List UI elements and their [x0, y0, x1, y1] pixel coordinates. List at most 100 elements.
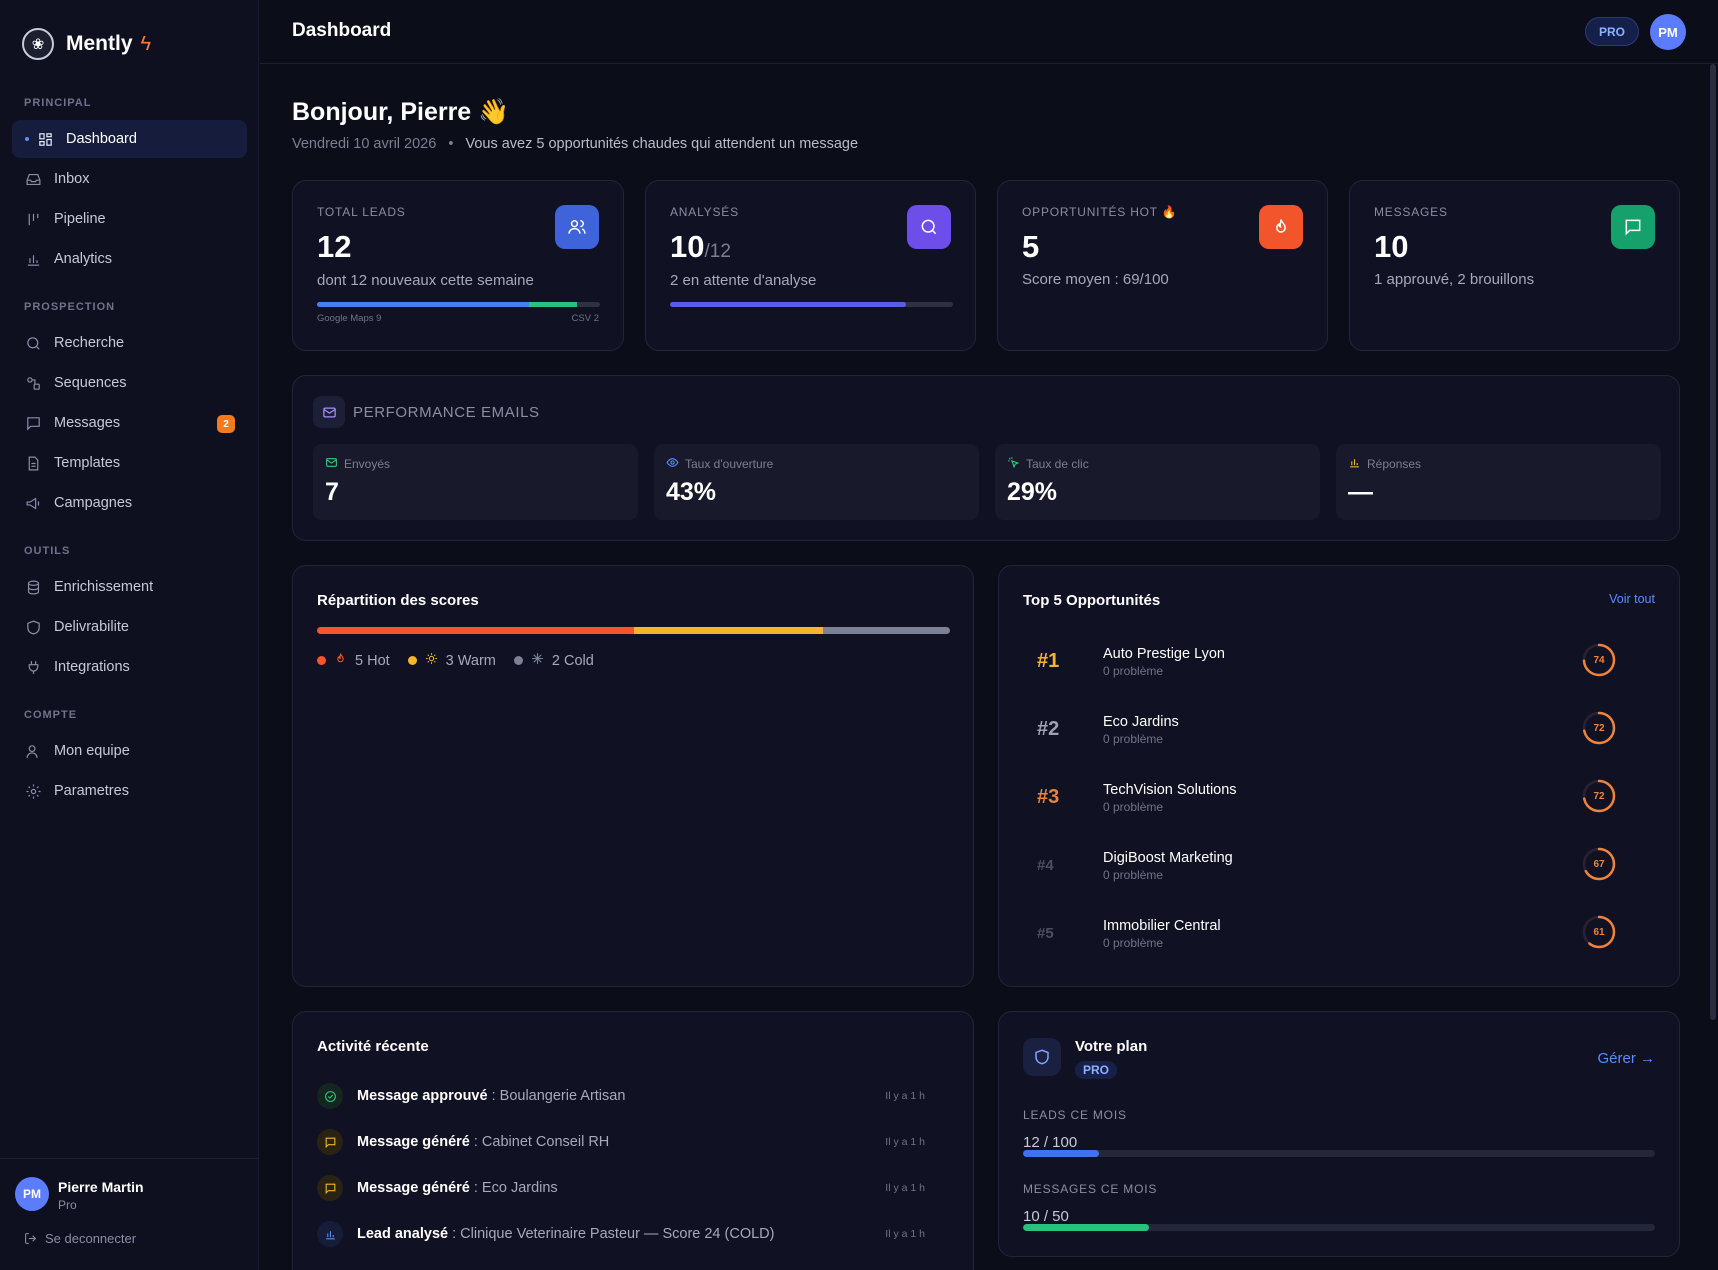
sidebar-item-sequences[interactable]: Sequences [12, 364, 247, 402]
mail-icon [313, 396, 345, 428]
perf-stat-label-text: Envoyés [344, 457, 391, 471]
kpi-card-messages[interactable]: MESSAGES 10 1 approuvé, 2 brouillons [1349, 180, 1680, 351]
sidebar-item-delivrabilite[interactable]: Delivrabilite [12, 608, 247, 646]
file-icon [25, 455, 42, 472]
plan-badge: PRO [1075, 1061, 1118, 1079]
score-ring: 74 [1581, 642, 1617, 678]
kpi-card-total-leads[interactable]: TOTAL LEADS 12 dont 12 nouveaux cette se… [292, 180, 624, 351]
gear-icon [25, 783, 42, 800]
sidebar-item-dashboard[interactable]: Dashboard [12, 120, 247, 158]
opportunity-row[interactable]: #2 Eco Jardins 0 problème 72 [1023, 708, 1616, 760]
opportunity-name: TechVision Solutions [1103, 782, 1237, 798]
score-value: 72 [1593, 722, 1605, 734]
header-avatar[interactable]: PM [1650, 14, 1686, 50]
bar-chart-icon [317, 1221, 343, 1247]
perf-stat-value: 7 [325, 478, 339, 506]
activity-action: Message généré [357, 1134, 470, 1150]
page-title: Dashboard [292, 20, 392, 41]
activity-row[interactable]: Lead analysé : Clinique Veterinaire Past… [317, 1219, 949, 1249]
legend-item: 5 Hot [317, 652, 390, 669]
recent-activity-card: Activité récente Message approuvé : Boul… [292, 1011, 974, 1270]
perf-stat-3: Réponses — [1336, 444, 1661, 520]
source-csv-label: CSV 2 [571, 313, 599, 324]
nav-section-label: PROSPECTION [24, 301, 116, 313]
sidebar-item-parametres[interactable]: Parametres [12, 772, 247, 810]
sidebar-item-analytics[interactable]: Analytics [12, 240, 247, 278]
opportunity-row[interactable]: #3 TechVision Solutions 0 problème 72 [1023, 776, 1616, 828]
logout-button[interactable]: Se deconnecter [24, 1231, 136, 1246]
sidebar-item-mon-equipe[interactable]: Mon equipe [12, 732, 247, 770]
messages-month-fill [1023, 1224, 1150, 1231]
sidebar-item-label: Inbox [54, 171, 90, 187]
opportunity-issues: 0 problème [1103, 800, 1164, 814]
user-name: Pierre Martin [58, 1179, 144, 1195]
sidebar-item-pipeline[interactable]: Pipeline [12, 200, 247, 238]
grid-icon [37, 131, 54, 148]
activity-title: Activité récente [317, 1038, 429, 1055]
sidebar-item-campagnes[interactable]: Campagnes [12, 484, 247, 522]
app-name: Mently [66, 32, 133, 55]
activity-row[interactable]: Message généré : Cabinet Conseil RH Il y … [317, 1127, 949, 1157]
sidebar-item-recherche[interactable]: Recherche [12, 324, 247, 362]
kpi-label-text: OPPORTUNITÉS HOT [1022, 205, 1158, 219]
active-dot [25, 137, 29, 141]
legend-item: 3 Warm [407, 652, 496, 669]
messages-month-bar [1023, 1224, 1655, 1231]
snow-icon [531, 652, 544, 669]
kpi-value: 10/12 [670, 229, 731, 265]
sidebar-item-inbox[interactable]: Inbox [12, 160, 247, 198]
nav-section-label: COMPTE [24, 709, 78, 721]
logo-mark-icon: ❀ [22, 28, 54, 60]
leads-month-label: LEADS CE MOIS [1023, 1108, 1127, 1122]
user-avatar[interactable]: PM [15, 1177, 49, 1211]
see-all-link[interactable]: Voir tout [1609, 592, 1655, 606]
kpi-card-analyses[interactable]: ANALYSÉS 10/12 2 en attente d'analyse [645, 180, 976, 351]
sidebar-item-templates[interactable]: Templates [12, 444, 247, 482]
activity-row[interactable]: Message approuvé : Boulangerie Artisan Il… [317, 1081, 949, 1111]
opportunity-rank: #3 [1037, 786, 1060, 808]
message-icon [317, 1129, 343, 1155]
sidebar-item-messages[interactable]: Messages 2 [12, 404, 247, 442]
score-ring: 61 [1581, 914, 1617, 950]
click-icon [1007, 456, 1020, 472]
activity-target: : Clinique Veterinaire Pasteur — Score 2… [448, 1226, 775, 1242]
score-ring: 72 [1581, 710, 1617, 746]
message-icon [317, 1175, 343, 1201]
sidebar-item-label: Mon equipe [54, 743, 130, 759]
score-value: 61 [1593, 926, 1605, 938]
message-icon [25, 415, 42, 432]
sidebar-item-enrichissement[interactable]: Enrichissement [12, 568, 247, 606]
activity-action: Message généré [357, 1180, 470, 1196]
plug-icon [25, 659, 42, 676]
activity-row[interactable]: Message généré : Eco Jardins Il y a 1 h [317, 1173, 949, 1203]
wave-icon: 👋 [478, 98, 510, 126]
opportunity-issues: 0 problème [1103, 868, 1164, 882]
scrollbar[interactable] [1710, 64, 1716, 1020]
legend-label: 3 Warm [445, 652, 496, 669]
opportunity-row[interactable]: #5 Immobilier Central 0 problème 61 [1023, 912, 1616, 964]
database-icon [25, 579, 42, 596]
opportunity-row[interactable]: #4 DigiBoost Marketing 0 problème 67 [1023, 844, 1616, 896]
logo[interactable]: ❀ Mently ϟ [22, 28, 151, 60]
legend-item: 2 Cold [513, 652, 594, 669]
sidebar-item-label: Enrichissement [54, 579, 154, 595]
sidebar-item-label: Analytics [54, 251, 113, 267]
leads-month-fill [1023, 1150, 1099, 1157]
kpi-card-hot[interactable]: OPPORTUNITÉS HOT 🔥 5 Score moyen : 69/10… [997, 180, 1328, 351]
sidebar-item-integrations[interactable]: Integrations [12, 648, 247, 686]
opportunity-issues: 0 problème [1103, 732, 1164, 746]
sidebar-item-label: Dashboard [66, 131, 137, 147]
opportunity-row[interactable]: #1 Auto Prestige Lyon 0 problème 74 [1023, 640, 1616, 692]
sequence-icon [25, 375, 42, 392]
activity-target: : Boulangerie Artisan [487, 1088, 626, 1104]
logout-label: Se deconnecter [45, 1231, 137, 1246]
score-distribution-card: Répartition des scores 5 Hot 3 Warm 2 Cold [292, 565, 974, 987]
search-icon [25, 335, 42, 352]
manage-plan-link[interactable]: Gérer → [1597, 1050, 1655, 1067]
kpi-label: TOTAL LEADS [317, 205, 406, 219]
greeting-text: Bonjour, Pierre [292, 98, 472, 126]
sidebar: ❀ Mently ϟ PRINCIPAL Dashboard Inbox Pipeli… [0, 0, 259, 1270]
plan-pill[interactable]: PRO [1585, 17, 1639, 46]
source-csv-segment [529, 302, 578, 307]
opportunity-rank: #4 [1037, 857, 1054, 874]
